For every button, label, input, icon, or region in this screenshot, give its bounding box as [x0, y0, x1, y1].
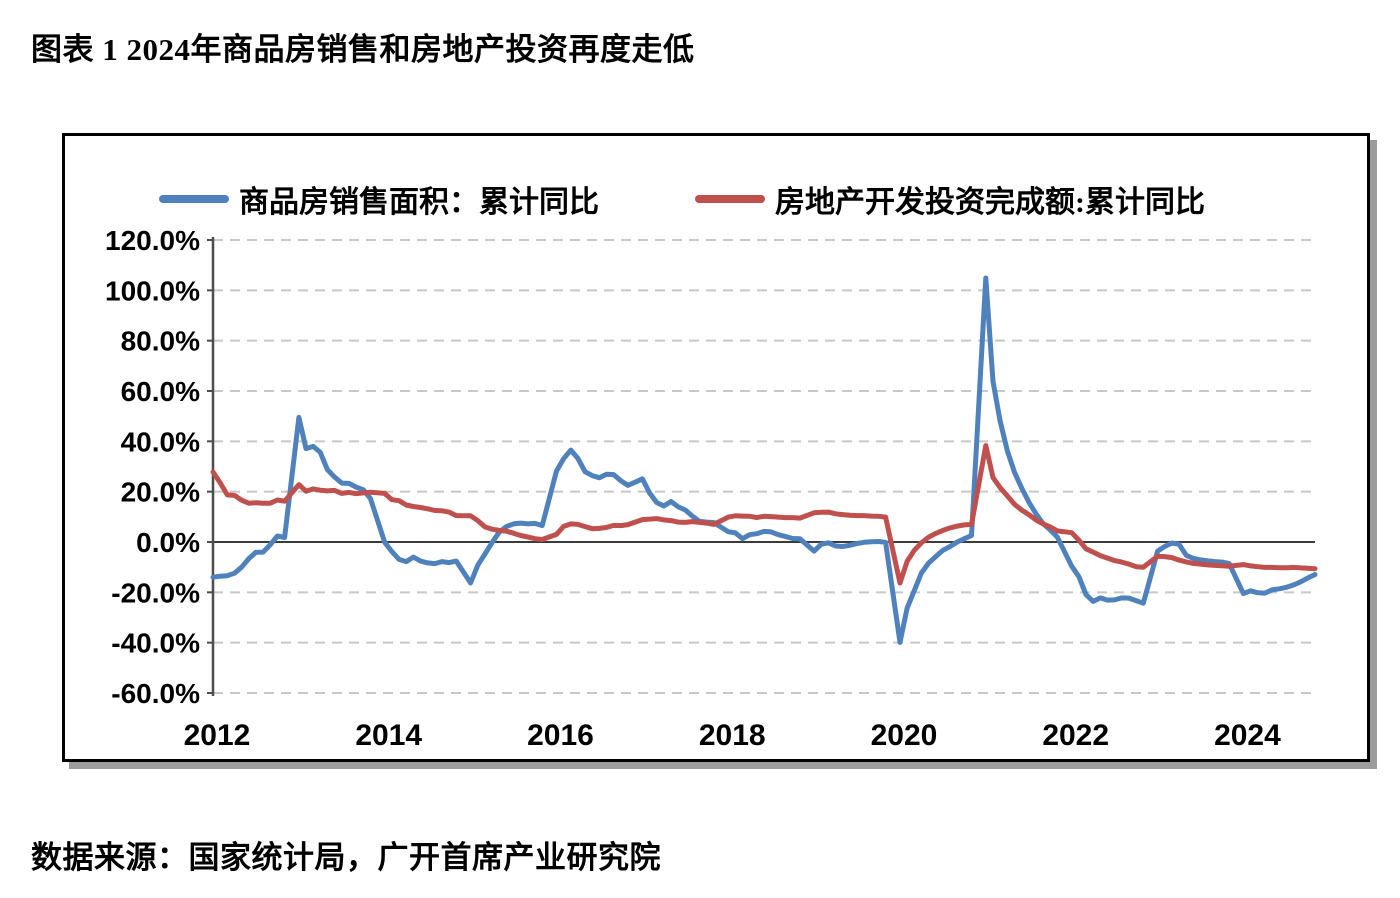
svg-text:2024: 2024 — [1214, 719, 1281, 752]
svg-text:2014: 2014 — [355, 719, 422, 752]
svg-text:0.0%: 0.0% — [136, 527, 200, 558]
svg-text:2018: 2018 — [699, 719, 766, 752]
svg-text:120.0%: 120.0% — [105, 225, 200, 256]
svg-text:100.0%: 100.0% — [105, 275, 200, 306]
chart-frame: 120.0% 100.0% 80.0% 60.0% 40.0% 20.0% 0.0% -20.… — [62, 133, 1370, 762]
svg-text:-40.0%: -40.0% — [111, 628, 200, 659]
svg-text:20.0%: 20.0% — [121, 477, 200, 508]
source-note: 数据来源：国家统计局，广开首席产业研究院 — [31, 840, 661, 875]
svg-text:2022: 2022 — [1042, 719, 1109, 752]
chart-title: 图表 1 2024年商品房销售和房地产投资再度走低 — [31, 32, 695, 67]
svg-text:-60.0%: -60.0% — [111, 678, 200, 709]
svg-text:-20.0%: -20.0% — [111, 577, 200, 608]
line-chart-canvas: 120.0% 100.0% 80.0% 60.0% 40.0% 20.0% 0.0% -20.… — [105, 225, 1318, 752]
svg-text:2016: 2016 — [527, 719, 594, 752]
svg-text:40.0%: 40.0% — [121, 426, 200, 457]
svg-text:80.0%: 80.0% — [121, 326, 200, 357]
svg-text:60.0%: 60.0% — [121, 376, 200, 407]
svg-text:2020: 2020 — [871, 719, 938, 752]
svg-text:2012: 2012 — [184, 719, 251, 752]
